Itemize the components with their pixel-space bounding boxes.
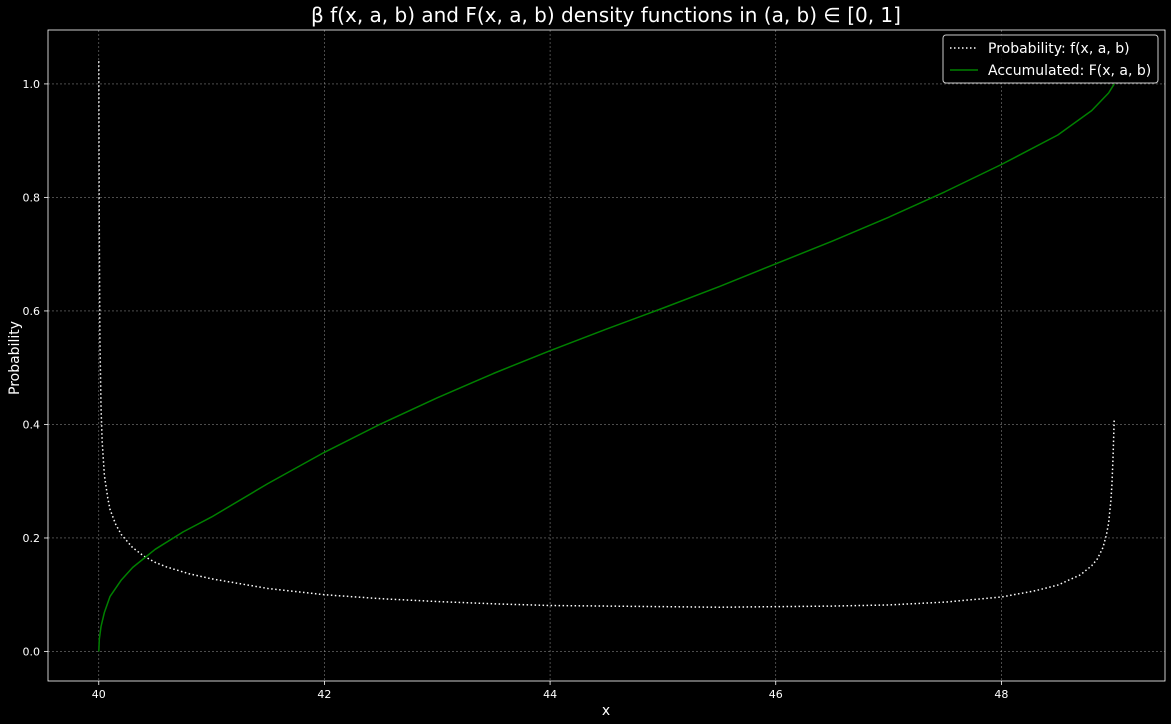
legend-label-probability: Probability: f(x, a, b) <box>988 41 1130 57</box>
x-tick-label: 42 <box>317 688 331 701</box>
legend-label-accumulated: Accumulated: F(x, a, b) <box>988 63 1151 79</box>
y-tick-label: 0.0 <box>23 645 41 658</box>
y-tick-label: 0.4 <box>23 418 41 431</box>
x-tick-label: 46 <box>769 688 783 701</box>
ticks: 40 42 44 46 48 0.0 0.2 0.4 0.6 0.8 1.0 <box>23 78 1009 701</box>
x-tick-label: 40 <box>92 688 106 701</box>
y-tick-label: 0.8 <box>23 191 41 204</box>
plot-frame <box>47 29 1166 682</box>
y-axis-label: Probability <box>7 321 23 395</box>
plot-area-background <box>48 30 1165 681</box>
legend: Probability: f(x, a, b) Accumulated: F(x… <box>942 34 1159 84</box>
series-layer <box>98 61 1115 652</box>
chart-title: β f(x, a, b) and F(x, a, b) density func… <box>311 3 901 27</box>
x-tick-label: 48 <box>994 688 1008 701</box>
y-tick-label: 1.0 <box>23 78 41 91</box>
legend-box <box>942 34 1159 84</box>
series-line-accumulated <box>98 83 1115 652</box>
series-line-probability <box>98 61 1115 608</box>
y-tick-label: 0.2 <box>23 532 41 545</box>
y-tick-label: 0.6 <box>23 305 41 318</box>
x-tick-label: 44 <box>543 688 557 701</box>
x-axis-label: x <box>602 703 610 719</box>
